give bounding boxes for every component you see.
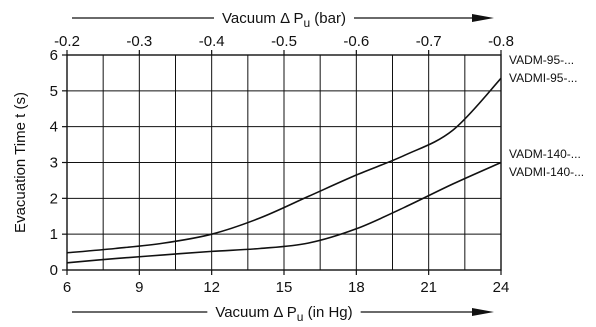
y-tick-label: 3 <box>50 155 58 172</box>
x2-axis-title: Vacuum Δ Pu (bar) <box>222 10 346 30</box>
x2-axis-title-arrowhead <box>472 14 494 22</box>
series-1-label: VADMI-95-... <box>509 71 577 85</box>
x-axis-title-arrowhead <box>472 308 494 316</box>
x-tick-label: 12 <box>203 279 220 296</box>
x2-axis-title-unit: (bar) <box>310 10 346 27</box>
y-tick-label: 0 <box>50 262 58 279</box>
x-axis-title-unit: (in Hg) <box>303 304 352 321</box>
x-tick-label: 18 <box>348 279 365 296</box>
series-line-2 <box>66 161 502 264</box>
x-tick-label: 24 <box>493 279 510 296</box>
series-line-1 <box>66 77 502 254</box>
x2-tick-label: -0.3 <box>126 33 152 50</box>
x-axis-title: Vacuum Δ Pu (in Hg) <box>215 304 352 324</box>
x-tick-label: 15 <box>276 279 293 296</box>
series-2-label: VADM-140-... <box>509 147 581 161</box>
series-2-label: VADMI-140-... <box>509 165 584 179</box>
x-tick-label: 21 <box>420 279 437 296</box>
y-tick-label: 2 <box>50 190 58 207</box>
grid-lines <box>67 55 501 270</box>
series-1-label: VADM-95-... <box>509 53 574 67</box>
x2-tick-label: -0.5 <box>271 33 297 50</box>
x2-tick-label: -0.2 <box>54 33 80 50</box>
x2-tick-label: -0.6 <box>343 33 369 50</box>
x-axis-title-main: Vacuum Δ P <box>215 304 296 321</box>
y-axis-title: Evacuation Time t (s) <box>12 92 29 233</box>
x2-tick-label: -0.7 <box>416 33 442 50</box>
x2-axis-title-main: Vacuum Δ P <box>222 10 303 27</box>
x2-axis-title-subscript: u <box>303 16 310 30</box>
y-tick-label: 4 <box>50 119 58 136</box>
y-tick-label: 1 <box>50 226 58 243</box>
x2-tick-label: -0.8 <box>488 33 514 50</box>
x-tick-label: 6 <box>63 279 71 296</box>
y-tick-label: 5 <box>50 83 58 100</box>
x-tick-label: 9 <box>135 279 143 296</box>
x-axis-title-subscript: u <box>297 310 304 324</box>
y-tick-label: 6 <box>50 47 58 64</box>
x2-tick-label: -0.4 <box>199 33 225 50</box>
